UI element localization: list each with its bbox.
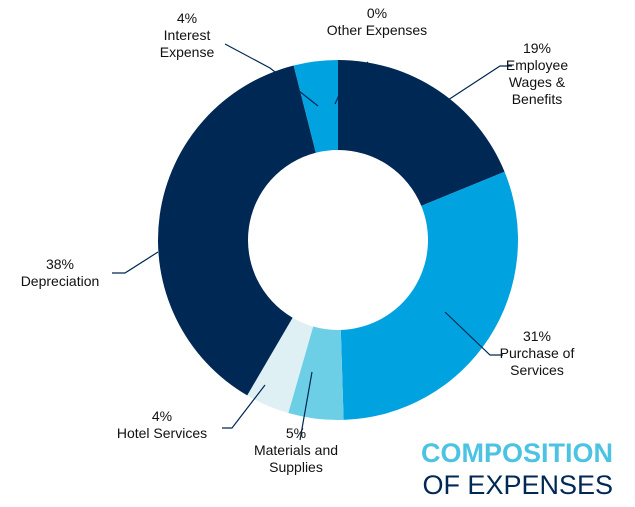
donut-slice	[158, 65, 316, 396]
slice-label: 19% Employee Wages & Benefits	[497, 40, 577, 108]
donut-slice	[340, 171, 519, 420]
slice-label: 38% Depreciation	[5, 256, 115, 290]
category-label: Materials and Supplies	[253, 442, 339, 475]
value-label: 19%	[522, 40, 552, 56]
category-label: Interest Expense	[159, 27, 215, 60]
slice-label: 0% Other Expenses	[312, 5, 442, 39]
category-label: Hotel Services	[116, 425, 208, 441]
category-label: Purchase of Services	[499, 345, 575, 378]
value-label: 5%	[285, 425, 307, 441]
leader-line	[334, 61, 369, 105]
leader-line	[222, 384, 266, 429]
leader-line	[112, 251, 159, 274]
donut-slice	[247, 317, 314, 413]
slice-label: 31% Purchase of Services	[487, 328, 587, 379]
value-label: 31%	[522, 328, 552, 344]
slice-label: 5% Materials and Supplies	[241, 425, 351, 476]
donut-slice	[338, 60, 505, 206]
value-label: 0%	[366, 5, 388, 21]
donut-slice	[288, 326, 344, 420]
leader-line	[224, 43, 319, 107]
category-label: Other Expenses	[326, 22, 428, 38]
category-label: Employee Wages & Benefits	[505, 57, 569, 107]
chart-title: COMPOSITION	[420, 438, 613, 468]
value-label: 4%	[151, 408, 173, 424]
value-label: 4%	[176, 10, 198, 26]
leader-line	[444, 311, 503, 356]
leader-line	[299, 371, 313, 441]
slice-label: 4% Hotel Services	[97, 408, 227, 442]
category-label: Depreciation	[20, 273, 100, 289]
value-label: 38%	[45, 256, 75, 272]
leader-line	[447, 65, 512, 101]
slice-label: 4% Interest Expense	[147, 10, 227, 61]
donut-slice	[293, 60, 338, 153]
chart-subtitle: OF EXPENSES	[422, 470, 613, 500]
